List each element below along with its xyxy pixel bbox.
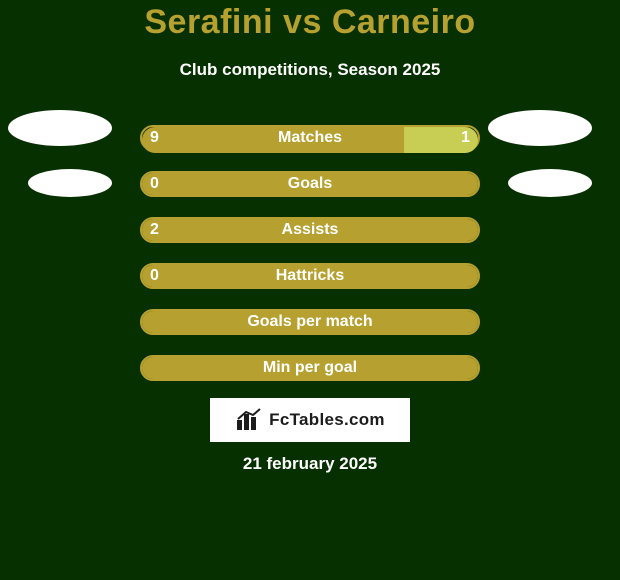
stat-row-matches: Matches9 1 [0,125,620,155]
page-title: Serafini vs Carneiro [0,3,620,42]
stat-label: Min per goal [140,355,480,381]
stat-value-left: 9 [140,125,180,151]
subtitle: Club competitions, Season 2025 [0,60,620,80]
vs-text: vs [283,3,322,41]
player-left-name: Serafini [144,3,273,41]
stat-label: Matches [140,125,480,151]
stat-value-left: 0 [140,263,180,289]
fctables-logo: FcTables.com [210,398,410,442]
footer-date: 21 february 2025 [0,454,620,474]
stat-label: Assists [140,217,480,243]
logo-text: FcTables.com [269,410,385,430]
comparison-infographic: Serafini vs Carneiro Club competitions, … [0,0,620,580]
stat-row-mpg: Min per goal [0,355,620,385]
stat-label: Goals per match [140,309,480,335]
stat-label: Hattricks [140,263,480,289]
stat-value-left: 2 [140,217,180,243]
player-right-name: Carneiro [332,3,476,41]
bars-logo-icon [235,408,263,432]
stat-row-hattricks: Hattricks0 [0,263,620,293]
stat-row-gpm: Goals per match [0,309,620,339]
stat-value-left: 0 [140,171,180,197]
stat-value-right: 1 [440,125,480,151]
stat-label: Goals [140,171,480,197]
stat-row-assists: Assists2 [0,217,620,247]
stat-row-goals: Goals0 [0,171,620,201]
